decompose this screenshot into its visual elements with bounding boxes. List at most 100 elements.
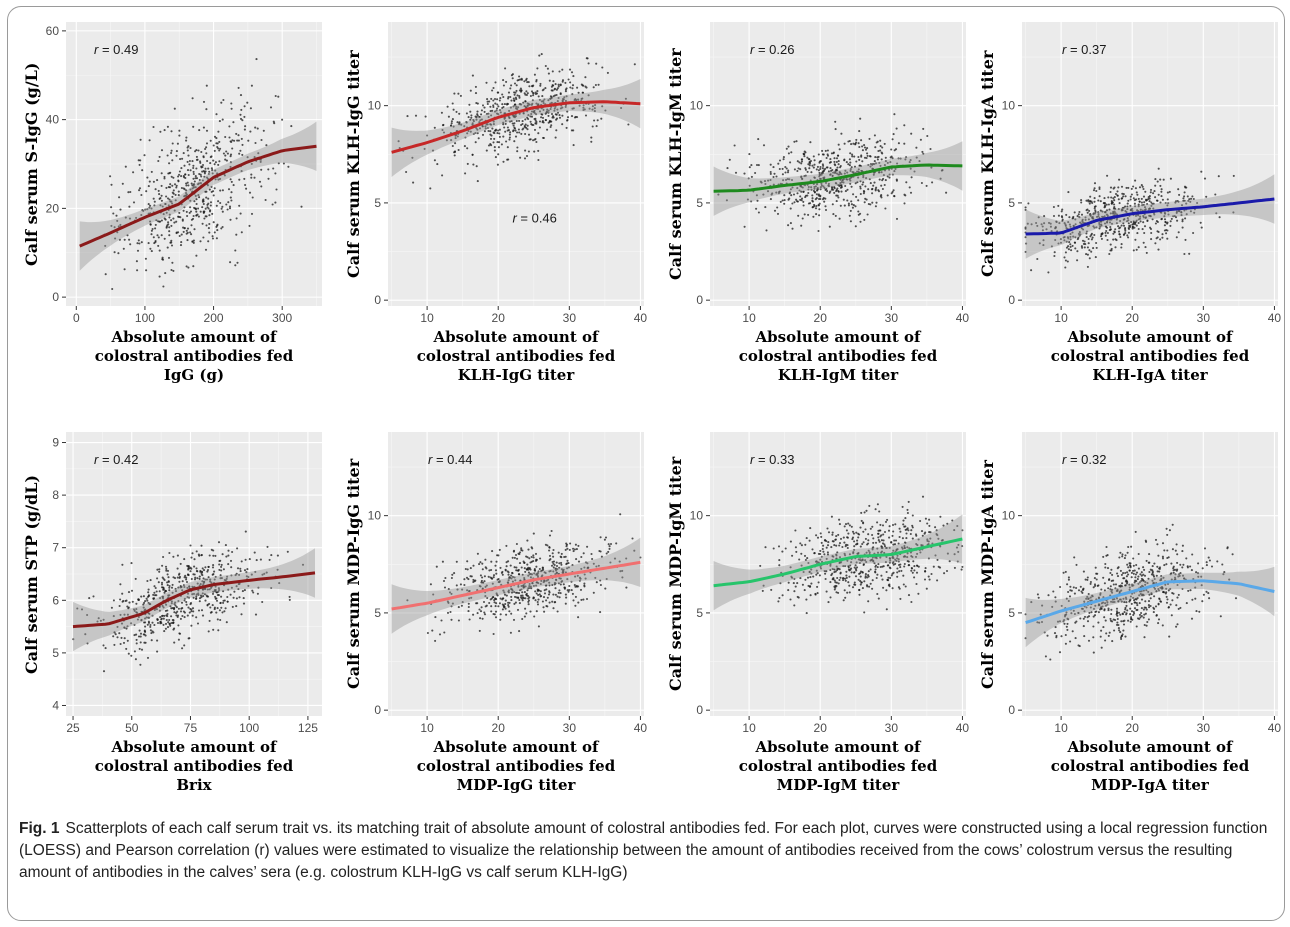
- scatter-point: [207, 565, 210, 568]
- scatter-point: [152, 197, 155, 200]
- scatter-point: [1127, 545, 1130, 549]
- scatter-point: [178, 211, 181, 214]
- scatter-point: [1116, 194, 1119, 197]
- scatter-point: [832, 213, 835, 216]
- scatter-point: [539, 84, 542, 87]
- scatter-point: [290, 125, 293, 128]
- scatter-point: [474, 579, 477, 582]
- scatter-point: [875, 186, 878, 189]
- scatter-point: [237, 86, 240, 89]
- scatter-point: [453, 572, 456, 575]
- scatter-point: [486, 98, 489, 101]
- scatter-point: [560, 568, 563, 571]
- scatter-point: [177, 599, 180, 603]
- scatter-point: [1116, 572, 1119, 575]
- scatter-point: [815, 168, 818, 171]
- scatter-point: [809, 141, 812, 144]
- scatter-point: [250, 212, 254, 215]
- scatter-point: [474, 131, 477, 135]
- scatter-point: [1125, 604, 1128, 607]
- scatter-point: [493, 97, 497, 101]
- scatter-point: [540, 53, 543, 56]
- scatter-point: [1126, 202, 1129, 205]
- scatter-point: [580, 567, 583, 570]
- scatter-point: [812, 575, 815, 578]
- scatter-point: [876, 156, 879, 159]
- scatter-point: [230, 199, 233, 202]
- scatter-point: [888, 173, 891, 176]
- scatter-point: [813, 552, 816, 555]
- scatter-point: [902, 519, 905, 522]
- scatter-point: [518, 95, 521, 98]
- scatter-point: [794, 546, 797, 549]
- scatter-point: [520, 566, 523, 569]
- scatter-point: [559, 555, 562, 558]
- scatter-point: [838, 561, 841, 565]
- scatter-point: [555, 129, 558, 132]
- scatter-point: [846, 171, 849, 174]
- scatter-point: [537, 570, 540, 573]
- scatter-point: [176, 554, 179, 557]
- scatter-point: [806, 557, 809, 560]
- scatter-point: [826, 551, 829, 554]
- scatter-point: [478, 115, 481, 119]
- scatter-point: [922, 152, 925, 155]
- scatter-point: [861, 169, 864, 173]
- scatter-point: [1161, 557, 1165, 560]
- scatter-point: [509, 95, 512, 99]
- correlation-symbol: r: [428, 452, 436, 467]
- scatter-point: [857, 210, 860, 213]
- x-tick-label: 40: [956, 311, 970, 325]
- scatter-point: [781, 167, 784, 170]
- scatter-point: [1186, 195, 1189, 198]
- scatter-point: [123, 613, 126, 616]
- scatter-point: [847, 566, 850, 569]
- scatter-point: [166, 573, 169, 576]
- scatter-point: [151, 227, 154, 231]
- scatter-point: [836, 551, 839, 554]
- scatter-point: [869, 182, 872, 185]
- scatter-point: [790, 194, 793, 197]
- scatter-point: [406, 115, 409, 118]
- scatter-point: [1095, 189, 1098, 193]
- scatter-point: [905, 532, 908, 535]
- scatter-point: [547, 99, 550, 102]
- scatter-point: [595, 581, 598, 584]
- scatter-point: [1050, 245, 1053, 248]
- scatter-point: [206, 570, 209, 573]
- scatter-point: [575, 558, 578, 561]
- scatter-point: [873, 134, 876, 137]
- scatter-point: [782, 158, 785, 161]
- scatter-point: [770, 588, 773, 591]
- scatter-point: [935, 529, 938, 532]
- scatter-point: [891, 534, 894, 537]
- scatter-point: [1064, 259, 1067, 262]
- scatter-point: [820, 555, 823, 558]
- scatter-point: [510, 612, 513, 615]
- scatter-point: [551, 583, 554, 587]
- scatter-point: [551, 89, 554, 92]
- scatter-point: [1082, 625, 1085, 628]
- scatter-point: [554, 593, 557, 596]
- scatter-point: [877, 536, 880, 539]
- scatter-point: [211, 169, 214, 172]
- scatter-point: [217, 147, 220, 150]
- scatter-point: [520, 77, 523, 80]
- scatter-point: [219, 574, 222, 577]
- scatter-point: [118, 196, 121, 199]
- scatter-point: [881, 524, 885, 527]
- scatter-point: [924, 517, 927, 520]
- scatter-point: [1149, 188, 1153, 191]
- scatter-point: [835, 591, 838, 594]
- scatter-point: [177, 586, 180, 589]
- scatter-point: [1157, 193, 1160, 196]
- scatter-point: [504, 122, 507, 125]
- scatter-point: [893, 539, 896, 542]
- scatter-point: [1149, 227, 1153, 231]
- scatter-point: [801, 177, 804, 181]
- scatter-point: [150, 229, 153, 232]
- scatter-point: [1140, 184, 1143, 187]
- scatter-point: [899, 157, 902, 160]
- scatter-point: [868, 178, 871, 181]
- correlation-value: = 0.33: [758, 452, 795, 467]
